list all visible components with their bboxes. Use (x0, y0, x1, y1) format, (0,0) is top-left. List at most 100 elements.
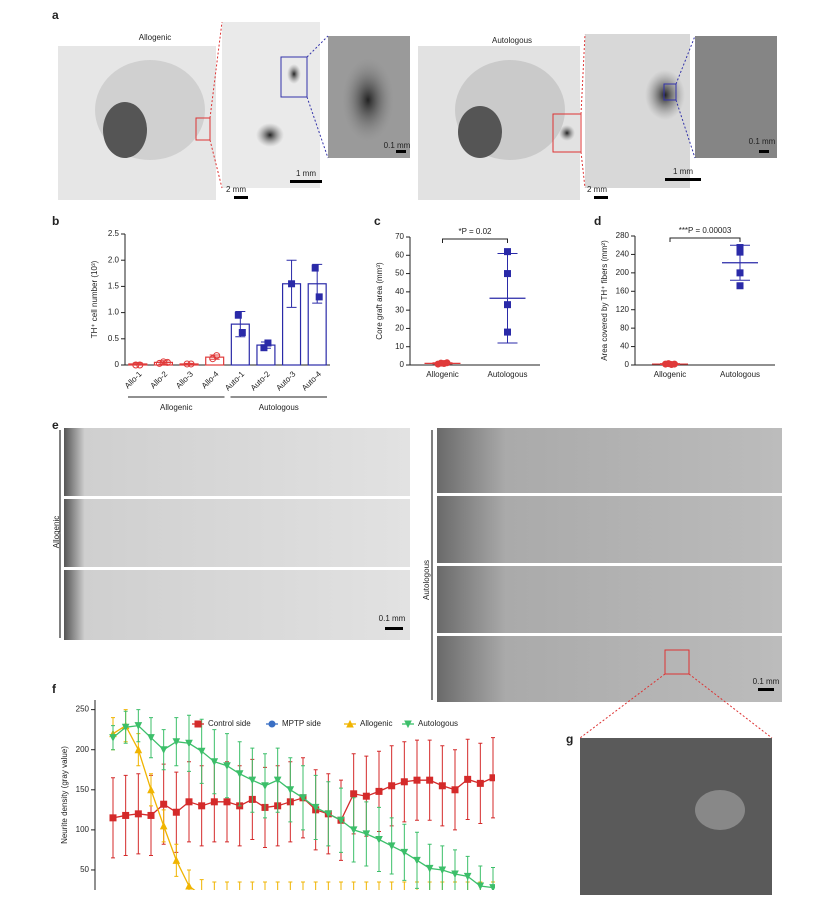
panel-label: e (52, 418, 59, 432)
point (489, 774, 495, 782)
point (464, 775, 472, 783)
point (338, 893, 344, 897)
point (671, 360, 678, 368)
error-bar (402, 881, 407, 890)
point (262, 893, 268, 897)
y-tick-label: 0.5 (108, 334, 120, 343)
legend-marker (346, 719, 354, 728)
point (161, 893, 167, 897)
point (123, 893, 129, 897)
error-bar (136, 892, 140, 897)
group-label: Autologous (259, 403, 299, 412)
panel-label: f (52, 682, 57, 696)
point (504, 270, 511, 278)
point (451, 870, 459, 879)
legend-marker (194, 720, 202, 728)
point (148, 893, 154, 897)
scale-bar-label: 2 mm (587, 185, 607, 194)
point (400, 778, 408, 786)
point (288, 280, 296, 288)
y-axis-label: Core graft area (mm³) (375, 262, 384, 340)
point (736, 269, 744, 277)
error-bar (288, 892, 292, 897)
point (414, 893, 420, 897)
error-bar (288, 881, 293, 890)
error-bar (428, 892, 432, 897)
point (438, 866, 447, 875)
point (210, 758, 219, 766)
point (299, 794, 307, 802)
scale-bar-label: 1 mm (673, 167, 693, 176)
error-bar (390, 892, 394, 897)
x-tick-label: Allo-3 (174, 369, 195, 390)
y-tick-label: 80 (620, 323, 629, 332)
y-tick-label: 0 (400, 360, 405, 369)
x-tick-label: Autologous (720, 370, 760, 379)
y-tick-label: 60 (395, 250, 404, 259)
point (425, 864, 434, 873)
error-bar (263, 881, 267, 890)
point (163, 358, 171, 366)
error-bar (111, 892, 115, 897)
point (185, 739, 193, 748)
error-bar (326, 881, 331, 890)
error-bar (364, 881, 369, 890)
point (325, 893, 331, 897)
scale-bar-label: 1 mm (296, 169, 316, 178)
point (363, 893, 369, 897)
point (376, 893, 382, 897)
point (223, 762, 231, 770)
point (504, 301, 511, 309)
significance-bracket (442, 238, 508, 243)
error-bar (184, 362, 195, 365)
image-label: Autologous (422, 560, 431, 600)
x-tick-label: Allo-2 (149, 369, 170, 390)
y-tick-label: 280 (616, 231, 630, 240)
error-bar (364, 892, 368, 897)
annotation: *P = 0.02 (459, 227, 493, 236)
error-bar (466, 892, 470, 897)
y-tick-label: 1.0 (108, 308, 120, 317)
legend-label: MPTP side (282, 719, 322, 728)
point (287, 893, 293, 897)
point (736, 248, 744, 256)
y-tick-label: 150 (76, 785, 90, 794)
y-tick-label: 10 (395, 342, 404, 351)
point (477, 893, 483, 897)
y-tick-label: 30 (395, 305, 404, 314)
point (375, 787, 383, 795)
error-bar (187, 892, 191, 897)
x-tick-label: Auto-4 (300, 369, 323, 392)
y-tick-label: 100 (76, 825, 90, 834)
point (452, 893, 458, 897)
point (198, 802, 206, 810)
point (213, 352, 221, 360)
error-bar (225, 881, 229, 890)
legend-label: Control side (208, 719, 251, 728)
error-bar (212, 892, 216, 897)
y-tick-label: 40 (620, 342, 629, 351)
error-bar (275, 881, 280, 890)
point (476, 779, 484, 787)
y-tick-label: 0 (625, 360, 630, 369)
panel-label: a (52, 8, 59, 22)
y-tick-label: 1.5 (108, 282, 120, 291)
annotation: ***P = 0.00003 (679, 226, 732, 235)
point (121, 723, 130, 732)
error-bar (237, 881, 242, 890)
scale-bar-label: 0.1 mm (379, 614, 406, 623)
point (147, 811, 155, 819)
point (199, 893, 205, 897)
error-bar (389, 881, 394, 890)
image-title: Autologous (492, 36, 532, 45)
point (197, 747, 206, 756)
point (172, 856, 181, 864)
error-bar (339, 892, 343, 897)
point (476, 882, 485, 890)
error-bar (238, 892, 242, 897)
point (185, 881, 193, 890)
point (132, 361, 140, 369)
error-bar (209, 354, 220, 360)
point (237, 893, 243, 897)
